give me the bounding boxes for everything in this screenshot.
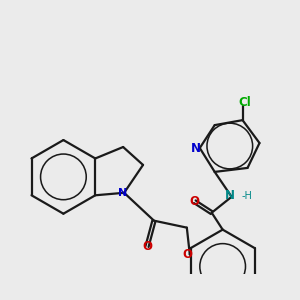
Text: N: N — [118, 188, 127, 198]
Text: O: O — [142, 240, 152, 253]
Text: O: O — [190, 195, 200, 208]
Text: N: N — [225, 189, 235, 202]
Text: -H: -H — [242, 191, 252, 201]
Text: Cl: Cl — [238, 96, 251, 109]
Text: O: O — [183, 248, 193, 261]
Text: N: N — [191, 142, 201, 154]
